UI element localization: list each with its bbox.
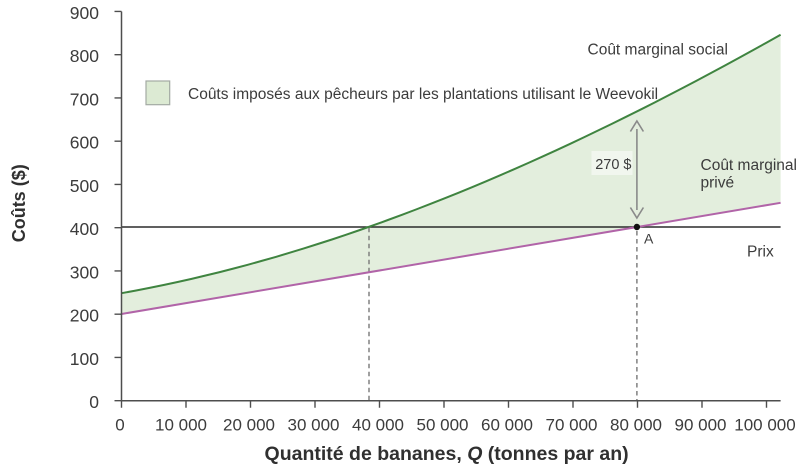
svg-text:270 $: 270 $ bbox=[595, 157, 631, 173]
svg-text:800: 800 bbox=[70, 46, 99, 66]
svg-text:900: 900 bbox=[70, 3, 99, 23]
svg-text:Coûts ($): Coûts ($) bbox=[9, 164, 29, 242]
svg-text:Prix: Prix bbox=[747, 244, 774, 261]
svg-text:50 000: 50 000 bbox=[417, 416, 469, 435]
svg-text:90 000: 90 000 bbox=[675, 416, 727, 435]
svg-text:100 000: 100 000 bbox=[734, 416, 795, 435]
svg-text:600: 600 bbox=[70, 133, 99, 153]
svg-text:Quantité de bananes, Q (tonnes: Quantité de bananes, Q (tonnes par an) bbox=[265, 443, 629, 465]
svg-text:Coût marginal social: Coût marginal social bbox=[588, 42, 728, 59]
svg-text:Coût marginal: Coût marginal bbox=[701, 157, 798, 174]
svg-text:30 000: 30 000 bbox=[288, 416, 340, 435]
svg-text:60 000: 60 000 bbox=[481, 416, 533, 435]
svg-text:70 000: 70 000 bbox=[546, 416, 598, 435]
svg-text:300: 300 bbox=[70, 262, 99, 282]
svg-text:privé: privé bbox=[701, 175, 735, 192]
svg-text:500: 500 bbox=[70, 176, 99, 196]
svg-text:40 000: 40 000 bbox=[352, 416, 404, 435]
svg-text:700: 700 bbox=[70, 89, 99, 109]
svg-text:0: 0 bbox=[115, 416, 124, 435]
svg-text:400: 400 bbox=[70, 219, 99, 239]
svg-text:Coûts imposés aux pêcheurs par: Coûts imposés aux pêcheurs par les plant… bbox=[188, 86, 658, 103]
svg-text:A: A bbox=[644, 231, 654, 247]
svg-text:20 000: 20 000 bbox=[223, 416, 275, 435]
svg-text:200: 200 bbox=[70, 306, 99, 326]
svg-text:100: 100 bbox=[70, 349, 99, 369]
svg-text:0: 0 bbox=[89, 392, 99, 412]
svg-text:10 000: 10 000 bbox=[155, 416, 207, 435]
svg-text:80 000: 80 000 bbox=[610, 416, 662, 435]
